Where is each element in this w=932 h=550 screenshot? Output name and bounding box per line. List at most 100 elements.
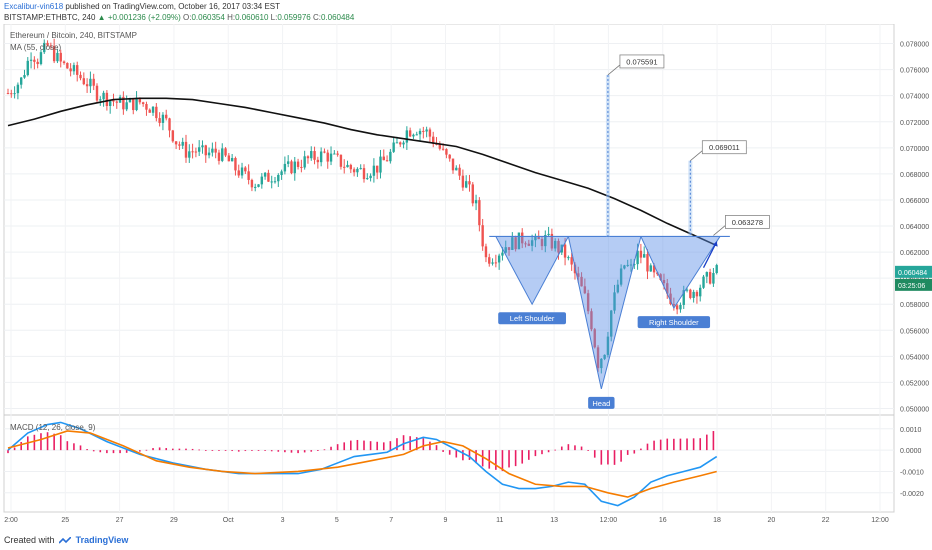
macd-histogram-bar bbox=[59, 435, 62, 451]
left-shoulder-label: Left Shoulder bbox=[510, 314, 555, 323]
macd-histogram-bar bbox=[20, 441, 22, 451]
candle-body bbox=[389, 151, 392, 162]
macd-histogram-bar bbox=[53, 433, 55, 451]
candle-body bbox=[586, 293, 590, 312]
candle-body bbox=[652, 265, 656, 273]
candle-body bbox=[432, 136, 435, 144]
macd-histogram-bar bbox=[237, 450, 240, 452]
candle-body bbox=[649, 265, 652, 272]
macd-histogram-bar bbox=[185, 448, 187, 451]
candle-body bbox=[23, 75, 26, 78]
candle-body bbox=[155, 106, 158, 119]
macd-histogram-bar bbox=[284, 450, 286, 453]
candle-body bbox=[204, 145, 207, 156]
countdown-value: 03:25:06 bbox=[898, 283, 925, 290]
target-value: 0.063278 bbox=[732, 218, 763, 227]
macd-histogram-bar bbox=[712, 431, 715, 451]
candle-body bbox=[527, 243, 531, 246]
candle-body bbox=[89, 78, 92, 87]
candle-body bbox=[405, 130, 409, 143]
macd-histogram-bar bbox=[264, 450, 266, 451]
x-tick-label: 20 bbox=[767, 517, 775, 524]
candle-body bbox=[316, 159, 320, 163]
macd-histogram-bar bbox=[139, 450, 141, 452]
candle-body bbox=[666, 283, 669, 294]
candle-body bbox=[593, 329, 596, 348]
x-tick-label: 18 bbox=[713, 517, 721, 524]
candle-body bbox=[402, 142, 405, 145]
candle-body bbox=[313, 151, 316, 160]
candle-body bbox=[267, 172, 270, 182]
breakout-arrowhead bbox=[712, 241, 718, 247]
candle-body bbox=[181, 141, 184, 146]
candle-body bbox=[49, 45, 53, 47]
macd-histogram-bar bbox=[633, 450, 636, 454]
candle-body bbox=[273, 181, 277, 183]
candle-body bbox=[85, 84, 89, 87]
symbol-text: BITSTAMP:ETHBTC, 240 bbox=[4, 13, 96, 22]
candle-body bbox=[240, 167, 244, 176]
macd-histogram-bar bbox=[699, 438, 702, 451]
candle-body bbox=[646, 254, 649, 272]
candle-body bbox=[39, 52, 43, 65]
target-value: 0.075591 bbox=[626, 57, 657, 66]
macd-histogram-bar bbox=[172, 448, 174, 451]
candle-body bbox=[151, 106, 155, 113]
candle-body bbox=[6, 93, 10, 95]
candle-body bbox=[408, 130, 412, 137]
macd-histogram-bar bbox=[402, 435, 405, 451]
macd-histogram-bar bbox=[389, 441, 392, 451]
macd-histogram-bar bbox=[376, 441, 378, 451]
candle-body bbox=[161, 114, 165, 123]
candle-body bbox=[250, 179, 254, 188]
candle-body bbox=[224, 148, 227, 156]
candle-body bbox=[362, 168, 366, 180]
candle-body bbox=[244, 167, 247, 172]
candle-body bbox=[135, 97, 138, 111]
candle-body bbox=[379, 156, 382, 173]
candle-body bbox=[217, 152, 221, 161]
ma-line bbox=[7, 97, 718, 247]
macd-histogram-bar bbox=[521, 450, 524, 464]
candle-body bbox=[257, 184, 260, 187]
tradingview-brand[interactable]: TradingView bbox=[75, 535, 129, 545]
candle-body bbox=[451, 158, 455, 171]
price-tick-label: 0.066000 bbox=[900, 198, 929, 205]
candle-body bbox=[699, 287, 702, 297]
macd-histogram-bar bbox=[92, 450, 95, 452]
macd-histogram-bar bbox=[46, 432, 49, 451]
macd-histogram-bar bbox=[659, 439, 662, 451]
candle-body bbox=[46, 42, 49, 46]
candle-body bbox=[293, 161, 296, 174]
macd-tick-label: -0.0010 bbox=[900, 469, 924, 476]
candle-body bbox=[445, 149, 448, 155]
candle-body bbox=[339, 154, 343, 167]
macd-histogram-bar bbox=[303, 450, 306, 453]
main-legend-title: Ethereum / Bitcoin, 240, BITSTAMP bbox=[10, 31, 137, 40]
candle-body bbox=[474, 200, 478, 204]
price-tick-label: 0.070000 bbox=[900, 146, 929, 153]
macd-histogram-bar bbox=[547, 450, 550, 453]
candle-body bbox=[99, 99, 102, 101]
author-link[interactable]: Excalibur-vin618 bbox=[4, 2, 64, 11]
candle-body bbox=[280, 171, 283, 176]
last-price-tag bbox=[895, 265, 932, 278]
candle-body bbox=[260, 176, 264, 185]
macd-histogram-bar bbox=[600, 450, 603, 465]
candle-body bbox=[514, 237, 517, 250]
macd-histogram-bar bbox=[297, 450, 299, 454]
last-price-value: 0.060484 bbox=[898, 270, 927, 277]
candle-body bbox=[254, 186, 257, 188]
macd-histogram-bar bbox=[79, 445, 82, 451]
price-tick-label: 0.054000 bbox=[900, 354, 929, 361]
macd-histogram-bar bbox=[574, 445, 576, 451]
candle-body bbox=[300, 166, 303, 168]
close-value: 0.060484 bbox=[320, 13, 355, 22]
macd-line bbox=[7, 421, 718, 507]
macd-histogram-bar bbox=[330, 446, 332, 451]
macd-histogram-bar bbox=[560, 446, 563, 451]
candle-body bbox=[227, 155, 231, 162]
candle-body bbox=[263, 172, 267, 177]
x-tick-label: 11 bbox=[496, 517, 503, 524]
